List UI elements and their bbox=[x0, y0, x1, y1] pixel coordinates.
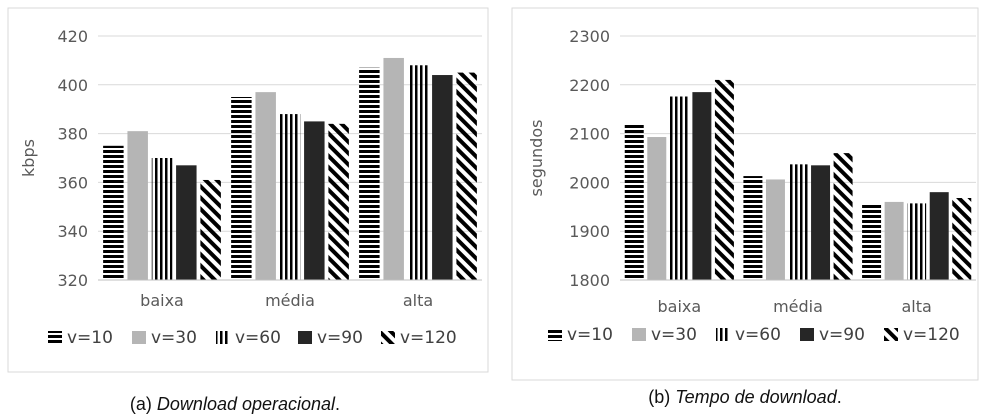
y-tick-label: 2000 bbox=[569, 173, 610, 192]
bar-v-10-alta bbox=[862, 204, 882, 280]
y-tick-label: 400 bbox=[57, 76, 88, 95]
legend-label: v=30 bbox=[151, 328, 197, 348]
bar-v-90-alta bbox=[929, 192, 949, 280]
bar-v-10-média bbox=[743, 176, 763, 280]
bar-v-120-alta bbox=[456, 72, 477, 280]
legend-swatch bbox=[298, 331, 312, 344]
y-tick-label: 420 bbox=[57, 27, 88, 46]
bar-v-10-alta bbox=[359, 67, 380, 280]
legend-swatch bbox=[632, 328, 646, 341]
x-tick-label: média bbox=[265, 291, 315, 310]
x-tick-label: alta bbox=[403, 291, 433, 310]
bar-v-60-alta bbox=[907, 203, 927, 280]
legend-swatch bbox=[548, 328, 562, 341]
legend-swatch bbox=[216, 331, 230, 344]
legend-label: v=30 bbox=[651, 325, 697, 345]
legend-swatch bbox=[884, 328, 898, 341]
legend-swatch bbox=[48, 331, 62, 344]
bar-v-120-média bbox=[328, 123, 349, 280]
chart-frame bbox=[511, 7, 979, 381]
bar-v-60-média bbox=[279, 114, 301, 280]
legend-label: v=10 bbox=[567, 325, 613, 345]
bar-v-30-baixa bbox=[127, 131, 148, 280]
y-tick-label: 2300 bbox=[569, 27, 610, 46]
bar-v-30-alta bbox=[383, 57, 404, 281]
caption-a: (a) Download operacional. bbox=[130, 394, 340, 414]
bar-v-60-média bbox=[788, 164, 808, 280]
bar-v-120-média bbox=[833, 153, 853, 280]
legend-swatch bbox=[800, 328, 814, 341]
bar-v-10-baixa bbox=[624, 123, 644, 280]
x-tick-label: média bbox=[773, 297, 823, 316]
chart-tempo-de-download: 1800 1900 2000 2100 2200 2300 segundos baixa méd… bbox=[511, 7, 979, 381]
bar-v-90-alta bbox=[432, 75, 453, 280]
y-tick-label: 340 bbox=[57, 222, 88, 241]
bar-v-60-baixa bbox=[151, 158, 173, 280]
bar-v-30-alta bbox=[884, 201, 904, 280]
bar-v-90-baixa bbox=[176, 165, 197, 280]
chart-frame bbox=[7, 7, 489, 373]
bar-v-120-baixa bbox=[714, 79, 734, 280]
bar-v-10-baixa bbox=[103, 145, 124, 280]
bar-v-120-alta bbox=[952, 198, 972, 280]
legend-swatch bbox=[132, 331, 146, 344]
y-tick-label: 1800 bbox=[569, 271, 610, 290]
legend-swatch bbox=[381, 331, 395, 344]
bar-v-10-média bbox=[231, 97, 252, 280]
bar-v-90-média bbox=[304, 121, 325, 281]
bar-v-60-alta bbox=[407, 65, 429, 280]
bar-v-90-baixa bbox=[692, 92, 712, 281]
legend-label: v=120 bbox=[903, 325, 960, 345]
y-tick-label: 1900 bbox=[569, 222, 610, 241]
legend-label: v=10 bbox=[67, 328, 113, 348]
x-tick-label: baixa bbox=[140, 291, 184, 310]
bar-v-30-baixa bbox=[647, 137, 667, 280]
y-tick-label: 380 bbox=[57, 125, 88, 144]
x-tick-label: baixa bbox=[657, 297, 701, 316]
bar-v-30-média bbox=[765, 179, 785, 280]
bar-v-120-baixa bbox=[200, 179, 221, 280]
legend-label: v=120 bbox=[400, 328, 457, 348]
legend-label: v=60 bbox=[235, 328, 281, 348]
chart-download-operacional: 320 340 360 380 400 420 kbps baixa média alta v=10… bbox=[7, 7, 489, 373]
y-tick-label: 360 bbox=[57, 173, 88, 192]
y-axis-title: segundos bbox=[527, 120, 546, 197]
caption-b: (b) Tempo de download. bbox=[648, 387, 841, 407]
bar-v-90-média bbox=[811, 165, 831, 280]
bar-v-30-média bbox=[255, 92, 276, 281]
legend-label: v=90 bbox=[317, 328, 363, 348]
y-axis-title: kbps bbox=[19, 139, 38, 177]
legend-label: v=60 bbox=[735, 325, 781, 345]
x-tick-label: alta bbox=[902, 297, 932, 316]
legend-swatch bbox=[716, 328, 730, 341]
y-tick-label: 320 bbox=[57, 271, 88, 290]
legend-label: v=90 bbox=[819, 325, 865, 345]
bar-v-60-baixa bbox=[669, 96, 689, 281]
y-tick-label: 2100 bbox=[569, 125, 610, 144]
y-tick-label: 2200 bbox=[569, 76, 610, 95]
